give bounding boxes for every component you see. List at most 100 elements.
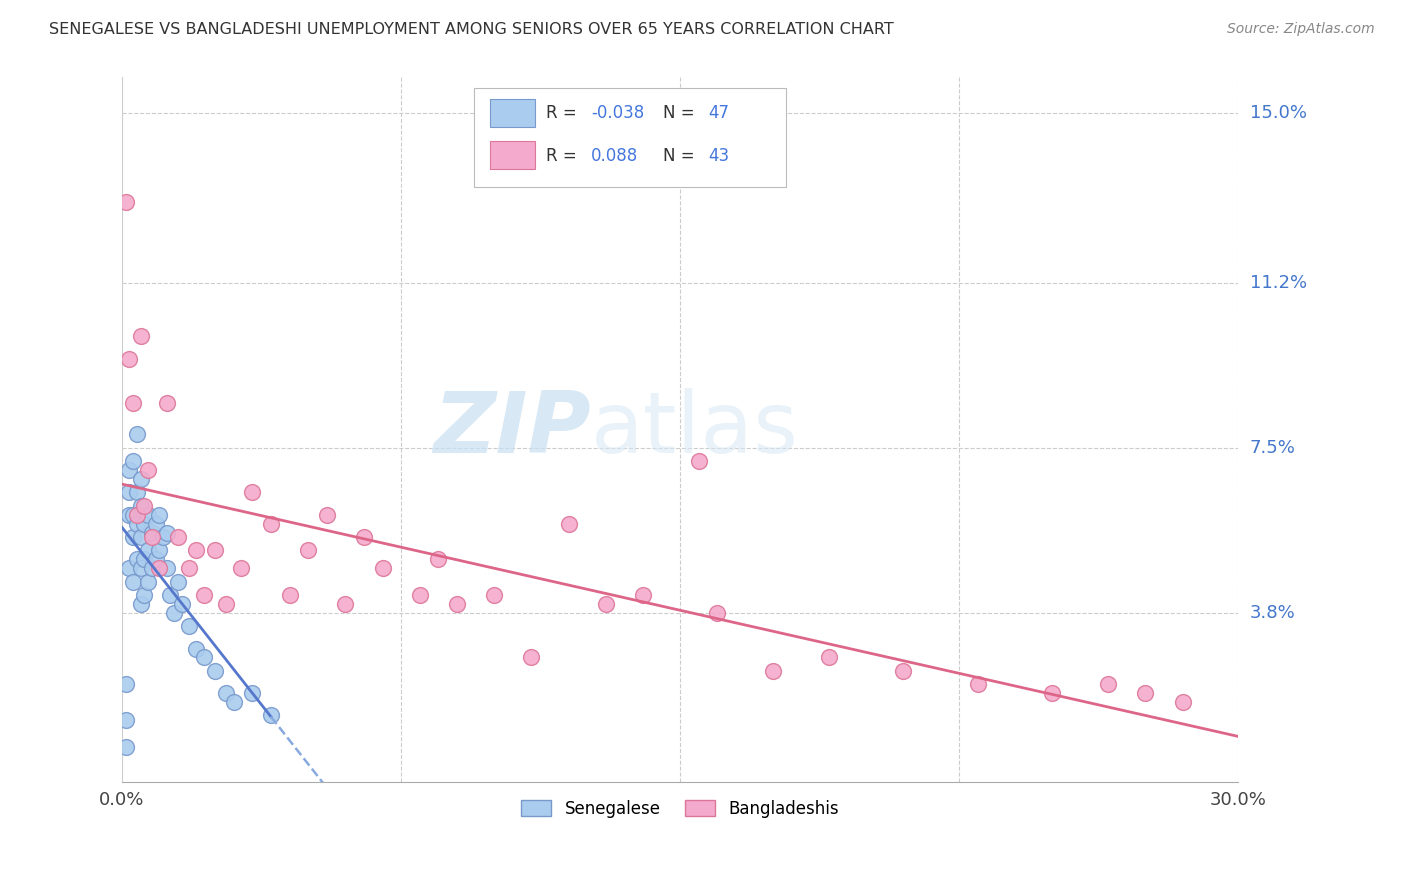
Point: [118, 463, 141, 477]
Text: 3.8%: 3.8%: [1250, 604, 1295, 622]
Point: [125, 516, 148, 531]
Point: [818, 650, 841, 665]
Point: [427, 552, 450, 566]
Text: 47: 47: [709, 104, 730, 122]
Point: [145, 552, 167, 566]
Point: [278, 588, 301, 602]
Point: [148, 561, 170, 575]
Point: [148, 543, 170, 558]
Point: [145, 516, 167, 531]
Point: [141, 561, 163, 575]
Point: [167, 574, 190, 589]
Text: 0.088: 0.088: [591, 146, 638, 165]
Text: N =: N =: [664, 104, 700, 122]
Point: [186, 543, 208, 558]
Point: [136, 543, 159, 558]
Point: [134, 552, 156, 566]
Point: [297, 543, 319, 558]
Point: [141, 525, 163, 540]
FancyBboxPatch shape: [474, 88, 786, 186]
Point: [520, 650, 543, 665]
Point: [893, 664, 915, 678]
Point: [134, 588, 156, 602]
Point: [240, 485, 263, 500]
Point: [409, 588, 432, 602]
Point: [1097, 677, 1119, 691]
Point: [204, 543, 226, 558]
Point: [215, 686, 238, 700]
Point: [125, 427, 148, 442]
Point: [335, 597, 357, 611]
Point: [353, 530, 375, 544]
Point: [156, 561, 179, 575]
Point: [152, 530, 174, 544]
Text: 11.2%: 11.2%: [1250, 274, 1306, 292]
FancyBboxPatch shape: [491, 99, 536, 127]
Point: [122, 508, 145, 522]
Point: [967, 677, 990, 691]
Text: ZIP: ZIP: [433, 388, 591, 471]
Point: [114, 713, 136, 727]
Point: [260, 708, 283, 723]
Point: [204, 664, 226, 678]
Point: [134, 516, 156, 531]
Point: [762, 664, 785, 678]
Point: [371, 561, 394, 575]
Text: Source: ZipAtlas.com: Source: ZipAtlas.com: [1227, 22, 1375, 37]
Point: [177, 561, 200, 575]
Point: [170, 597, 193, 611]
Point: [148, 508, 170, 522]
Text: 7.5%: 7.5%: [1250, 439, 1295, 457]
Point: [136, 508, 159, 522]
Legend: Senegalese, Bangladeshis: Senegalese, Bangladeshis: [515, 794, 846, 825]
Point: [114, 739, 136, 754]
Text: -0.038: -0.038: [591, 104, 644, 122]
Text: atlas: atlas: [591, 388, 799, 471]
Point: [167, 530, 190, 544]
Point: [122, 574, 145, 589]
FancyBboxPatch shape: [491, 141, 536, 169]
Point: [125, 552, 148, 566]
Point: [557, 516, 579, 531]
Point: [222, 695, 245, 709]
Point: [1040, 686, 1063, 700]
Point: [114, 677, 136, 691]
Point: [595, 597, 617, 611]
Point: [141, 530, 163, 544]
Text: R =: R =: [547, 104, 582, 122]
Point: [177, 619, 200, 633]
Point: [229, 561, 252, 575]
Point: [193, 588, 215, 602]
Point: [118, 561, 141, 575]
Point: [631, 588, 654, 602]
Point: [129, 561, 152, 575]
Point: [122, 530, 145, 544]
Point: [163, 606, 186, 620]
Point: [122, 396, 145, 410]
Point: [129, 472, 152, 486]
Point: [118, 351, 141, 366]
Text: N =: N =: [664, 146, 700, 165]
Point: [129, 530, 152, 544]
Point: [118, 485, 141, 500]
Point: [446, 597, 468, 611]
Point: [136, 574, 159, 589]
Point: [125, 485, 148, 500]
Point: [118, 508, 141, 522]
Text: SENEGALESE VS BANGLADESHI UNEMPLOYMENT AMONG SENIORS OVER 65 YEARS CORRELATION C: SENEGALESE VS BANGLADESHI UNEMPLOYMENT A…: [49, 22, 894, 37]
Point: [156, 396, 179, 410]
Point: [240, 686, 263, 700]
Point: [260, 516, 283, 531]
Point: [114, 195, 136, 210]
Point: [129, 499, 152, 513]
Point: [129, 597, 152, 611]
Point: [159, 588, 181, 602]
Text: 43: 43: [709, 146, 730, 165]
Point: [315, 508, 337, 522]
Point: [122, 454, 145, 468]
Point: [1135, 686, 1157, 700]
Point: [706, 606, 728, 620]
Point: [156, 525, 179, 540]
Point: [1171, 695, 1194, 709]
Point: [215, 597, 238, 611]
